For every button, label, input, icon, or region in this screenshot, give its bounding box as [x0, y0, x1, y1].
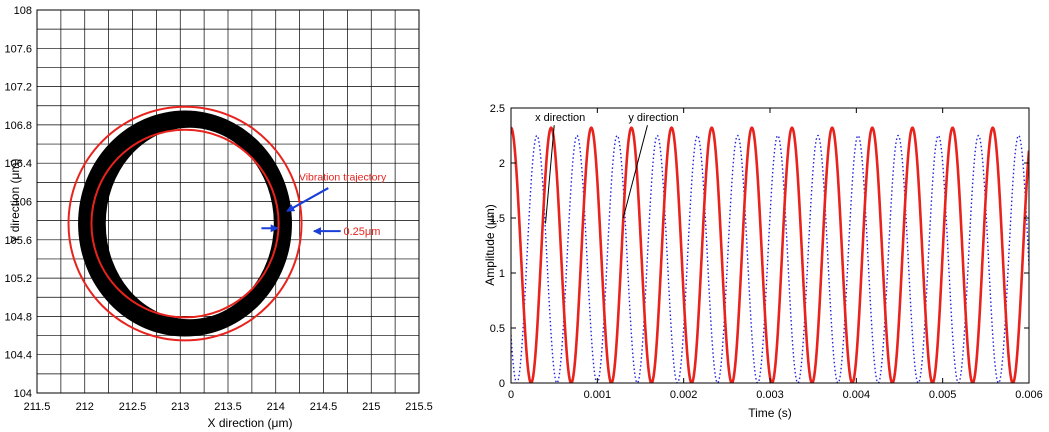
x-axis-label: X direction (μm) [208, 416, 293, 430]
x-tick-labels: 211.5 212 212.5 213 213.5 214 214.5 215 215.5 [24, 401, 433, 413]
annotations: Vibration trajectory 0.25μm [261, 171, 387, 238]
x-direction-pointer [545, 125, 555, 224]
y-tick-label: 104 [14, 388, 32, 400]
y-direction-label: y direction [628, 112, 678, 124]
x-tick-label: 0.006 [1015, 389, 1043, 401]
y-tick-label: 107.6 [4, 43, 32, 55]
y-tick-label: 105.2 [4, 273, 32, 285]
x-tick-label: 0.003 [756, 389, 784, 401]
plot-area [67, 105, 303, 342]
x-axis-label: Time (s) [748, 406, 792, 420]
x-tick-label: 212.5 [119, 401, 147, 413]
x-tick-label: 214.5 [310, 401, 338, 413]
x-tick-label: 215.5 [405, 401, 433, 413]
y-axis-label: Amplitude (μm) [483, 204, 497, 286]
x-tick-labels: 0 0.001 0.002 0.003 0.004 0.005 0.006 [508, 389, 1043, 401]
vibration-band [78, 110, 292, 337]
x-tick-label: 213.5 [214, 401, 242, 413]
x-tick-label: 212 [76, 401, 94, 413]
plot-frame [36, 9, 420, 394]
x-tick-label: 214 [267, 401, 285, 413]
y-tick-label: 106 [14, 197, 32, 209]
y-tick-label: 105.6 [4, 235, 32, 247]
x-tick-label: 211.5 [24, 401, 51, 413]
y-tick-labels: 0 0.5 1 1.5 2 2.5 [490, 103, 505, 390]
x-tick-label: 0.002 [670, 389, 698, 401]
y-tick-label: 2.5 [490, 103, 505, 115]
amplitude-chart: 0 0.001 0.002 0.003 0.004 0.005 0.006 0 0.5 1 1.5… [483, 103, 1043, 420]
x-tick-label: 213 [171, 401, 189, 413]
y-tick-label: 2 [499, 158, 505, 170]
inner-reference-circle [90, 128, 280, 319]
y-tick-label: 106.4 [4, 158, 32, 170]
y-tick-label: 104.8 [4, 311, 32, 323]
y-tick-label: 1.5 [490, 213, 505, 225]
tick-marks [510, 107, 1030, 384]
vibration-trajectory-arrow [286, 187, 329, 213]
vibration-trajectory-label: Vibration trajectory [299, 171, 387, 183]
y-tick-label: 0.5 [490, 323, 505, 335]
series-y-direction [511, 126, 1029, 383]
y-axis-label: Y direction (μm) [8, 159, 22, 244]
y-direction-pointer [622, 125, 648, 219]
plot-area [511, 126, 1029, 383]
outer-reference-circle [67, 105, 303, 342]
annotations: x direction y direction [535, 112, 679, 224]
x-tick-label: 0.004 [843, 389, 871, 401]
band-width-label: 0.25μm [344, 226, 381, 238]
y-tick-label: 107.2 [4, 82, 32, 94]
trajectory-chart: 211.5 212 212.5 213 213.5 214 214.5 215 215.5 10… [4, 5, 432, 430]
y-tick-label: 1 [499, 268, 505, 280]
y-tick-label: 108 [14, 5, 32, 17]
y-tick-label: 106.8 [4, 120, 32, 132]
y-tick-labels: 104 104.4 104.8 105.2 105.6 106 106.4 106.8 107.… [4, 5, 32, 400]
series-x-direction [511, 134, 1029, 383]
y-tick-label: 0 [499, 378, 505, 390]
y-tick-label: 104.4 [4, 350, 32, 362]
x-tick-label: 215 [362, 401, 380, 413]
x-direction-label: x direction [535, 112, 585, 124]
x-tick-label: 0 [508, 389, 514, 401]
x-tick-label: 0.005 [929, 389, 957, 401]
x-tick-label: 0.001 [584, 389, 612, 401]
